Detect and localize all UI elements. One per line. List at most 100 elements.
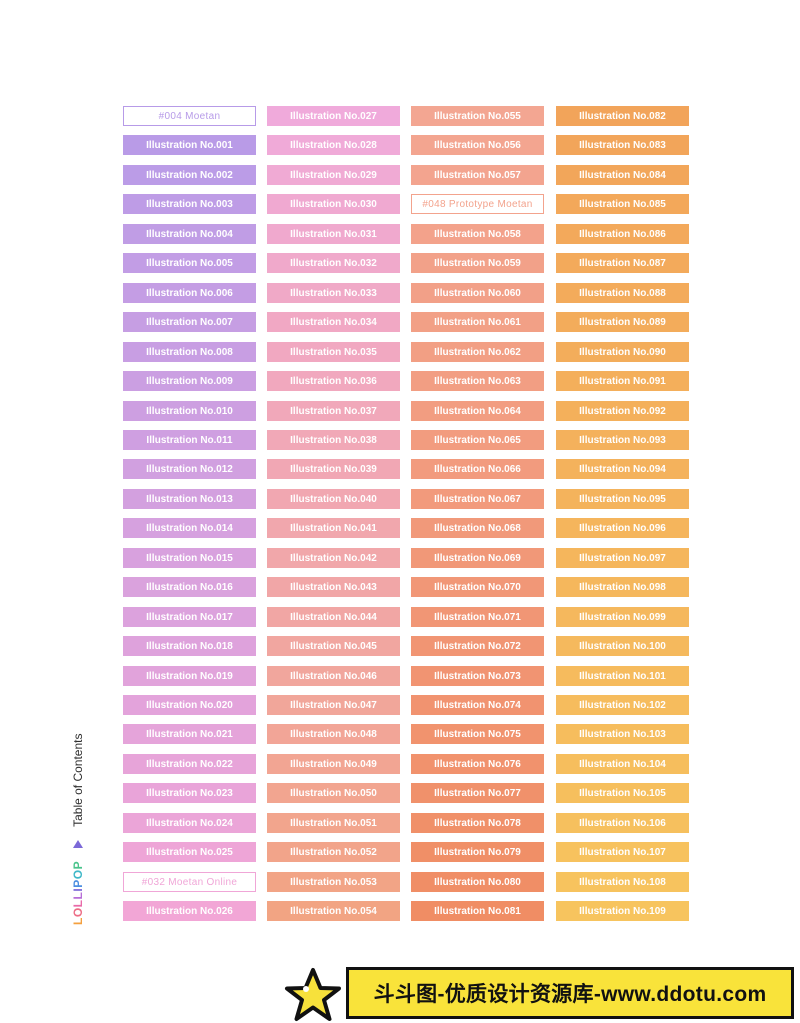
toc-entry[interactable]: Illustration No.072 [411,636,544,656]
toc-entry[interactable]: Illustration No.074 [411,695,544,715]
toc-entry[interactable]: Illustration No.077 [411,783,544,803]
toc-entry[interactable]: Illustration No.070 [411,577,544,597]
toc-entry[interactable]: Illustration No.040 [267,489,400,509]
toc-entry[interactable]: Illustration No.086 [556,224,689,244]
toc-entry[interactable]: Illustration No.031 [267,224,400,244]
toc-entry[interactable]: Illustration No.095 [556,489,689,509]
toc-entry[interactable]: Illustration No.028 [267,135,400,155]
toc-entry[interactable]: Illustration No.008 [123,342,256,362]
toc-entry[interactable]: Illustration No.084 [556,165,689,185]
toc-entry[interactable]: Illustration No.093 [556,430,689,450]
toc-entry[interactable]: Illustration No.063 [411,371,544,391]
toc-entry[interactable]: Illustration No.029 [267,165,400,185]
toc-entry[interactable]: Illustration No.033 [267,283,400,303]
toc-entry[interactable]: Illustration No.054 [267,901,400,921]
toc-entry[interactable]: Illustration No.010 [123,401,256,421]
toc-entry[interactable]: Illustration No.019 [123,666,256,686]
toc-entry[interactable]: Illustration No.015 [123,548,256,568]
toc-entry[interactable]: Illustration No.014 [123,518,256,538]
toc-entry[interactable]: Illustration No.043 [267,577,400,597]
toc-entry[interactable]: Illustration No.055 [411,106,544,126]
toc-chapter-heading[interactable]: #004 Moetan [123,106,256,126]
toc-entry[interactable]: Illustration No.053 [267,872,400,892]
toc-entry[interactable]: Illustration No.078 [411,813,544,833]
toc-entry[interactable]: Illustration No.094 [556,459,689,479]
toc-entry[interactable]: Illustration No.005 [123,253,256,273]
toc-entry[interactable]: Illustration No.096 [556,518,689,538]
toc-entry[interactable]: Illustration No.002 [123,165,256,185]
toc-entry[interactable]: Illustration No.030 [267,194,400,214]
toc-chapter-heading[interactable]: #048 Prototype Moetan [411,194,544,214]
toc-entry[interactable]: Illustration No.041 [267,518,400,538]
toc-entry[interactable]: Illustration No.018 [123,636,256,656]
toc-entry[interactable]: Illustration No.061 [411,312,544,332]
toc-entry[interactable]: Illustration No.089 [556,312,689,332]
toc-entry[interactable]: Illustration No.051 [267,813,400,833]
toc-entry[interactable]: Illustration No.006 [123,283,256,303]
toc-entry[interactable]: Illustration No.017 [123,607,256,627]
toc-entry[interactable]: Illustration No.034 [267,312,400,332]
toc-entry[interactable]: Illustration No.016 [123,577,256,597]
toc-entry[interactable]: Illustration No.050 [267,783,400,803]
toc-entry[interactable]: Illustration No.067 [411,489,544,509]
toc-entry[interactable]: Illustration No.081 [411,901,544,921]
toc-entry[interactable]: Illustration No.109 [556,901,689,921]
toc-entry[interactable]: Illustration No.039 [267,459,400,479]
toc-entry[interactable]: Illustration No.108 [556,872,689,892]
toc-entry[interactable]: Illustration No.059 [411,253,544,273]
toc-entry[interactable]: Illustration No.092 [556,401,689,421]
toc-entry[interactable]: Illustration No.076 [411,754,544,774]
toc-entry[interactable]: Illustration No.068 [411,518,544,538]
toc-entry[interactable]: Illustration No.012 [123,459,256,479]
toc-entry[interactable]: Illustration No.003 [123,194,256,214]
toc-entry[interactable]: Illustration No.009 [123,371,256,391]
toc-entry[interactable]: Illustration No.049 [267,754,400,774]
toc-entry[interactable]: Illustration No.004 [123,224,256,244]
toc-entry[interactable]: Illustration No.058 [411,224,544,244]
toc-entry[interactable]: Illustration No.038 [267,430,400,450]
toc-entry[interactable]: Illustration No.026 [123,901,256,921]
toc-entry[interactable]: Illustration No.052 [267,842,400,862]
toc-entry[interactable]: Illustration No.046 [267,666,400,686]
toc-entry[interactable]: Illustration No.007 [123,312,256,332]
toc-entry[interactable]: Illustration No.079 [411,842,544,862]
toc-entry[interactable]: Illustration No.104 [556,754,689,774]
toc-entry[interactable]: Illustration No.069 [411,548,544,568]
toc-entry[interactable]: Illustration No.024 [123,813,256,833]
toc-entry[interactable]: Illustration No.091 [556,371,689,391]
toc-entry[interactable]: Illustration No.105 [556,783,689,803]
toc-entry[interactable]: Illustration No.101 [556,666,689,686]
toc-entry[interactable]: Illustration No.022 [123,754,256,774]
toc-entry[interactable]: Illustration No.103 [556,724,689,744]
toc-entry[interactable]: Illustration No.062 [411,342,544,362]
toc-entry[interactable]: Illustration No.023 [123,783,256,803]
toc-entry[interactable]: Illustration No.027 [267,106,400,126]
toc-entry[interactable]: Illustration No.048 [267,724,400,744]
toc-entry[interactable]: Illustration No.085 [556,194,689,214]
toc-entry[interactable]: Illustration No.013 [123,489,256,509]
toc-entry[interactable]: Illustration No.032 [267,253,400,273]
toc-entry[interactable]: Illustration No.025 [123,842,256,862]
toc-entry[interactable]: Illustration No.088 [556,283,689,303]
toc-entry[interactable]: Illustration No.066 [411,459,544,479]
toc-entry[interactable]: Illustration No.073 [411,666,544,686]
toc-entry[interactable]: Illustration No.060 [411,283,544,303]
toc-entry[interactable]: Illustration No.042 [267,548,400,568]
toc-entry[interactable]: Illustration No.020 [123,695,256,715]
toc-chapter-heading[interactable]: #032 Moetan Online [123,872,256,892]
toc-entry[interactable]: Illustration No.036 [267,371,400,391]
toc-entry[interactable]: Illustration No.021 [123,724,256,744]
toc-entry[interactable]: Illustration No.065 [411,430,544,450]
toc-entry[interactable]: Illustration No.071 [411,607,544,627]
toc-entry[interactable]: Illustration No.083 [556,135,689,155]
toc-entry[interactable]: Illustration No.037 [267,401,400,421]
toc-entry[interactable]: Illustration No.075 [411,724,544,744]
toc-entry[interactable]: Illustration No.044 [267,607,400,627]
toc-entry[interactable]: Illustration No.099 [556,607,689,627]
toc-entry[interactable]: Illustration No.057 [411,165,544,185]
toc-entry[interactable]: Illustration No.090 [556,342,689,362]
toc-entry[interactable]: Illustration No.098 [556,577,689,597]
toc-entry[interactable]: Illustration No.056 [411,135,544,155]
toc-entry[interactable]: Illustration No.011 [123,430,256,450]
toc-entry[interactable]: Illustration No.100 [556,636,689,656]
